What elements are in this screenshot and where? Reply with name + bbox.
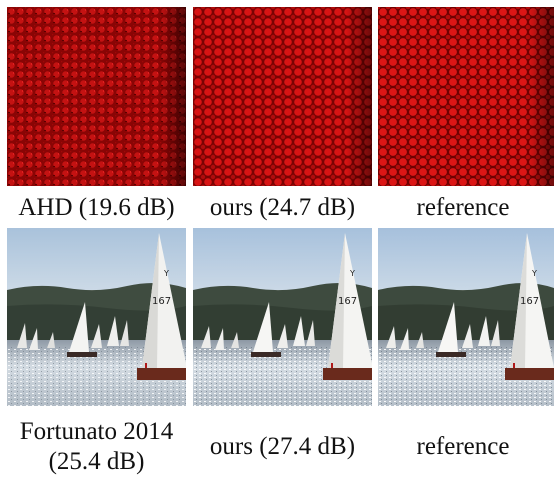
- sail-number: 167: [152, 296, 171, 307]
- caption-ours-row1: ours (24.7 dB): [209, 194, 356, 221]
- sailboat-image-reference: Y 167: [378, 228, 554, 406]
- caption-ours-row2: ours (27.4 dB): [209, 433, 356, 460]
- sail-letter-y: Y: [349, 269, 355, 278]
- caption-reference-row2: reference: [416, 433, 510, 460]
- caption-reference-row1: reference: [416, 194, 510, 221]
- sail-letter-y: Y: [163, 269, 169, 278]
- caption-ahd: AHD (19.6 dB): [18, 194, 175, 221]
- caption-fortunato: Fortunato 2014 (25.4 dB): [0, 417, 193, 477]
- sail-letter-y: Y: [531, 269, 537, 278]
- fabric-image-reference: [378, 7, 554, 186]
- sail-number: 167: [338, 296, 357, 307]
- sailboat-image-fortunato: Y 167: [7, 228, 186, 406]
- sail-number: 167: [520, 296, 539, 307]
- caption-fortunato-line2: (25.4 dB): [48, 448, 145, 475]
- fabric-image-ours: [193, 7, 372, 186]
- caption-fortunato-line1: Fortunato 2014: [19, 418, 174, 445]
- fabric-image-ahd: [7, 7, 186, 186]
- sailboat-image-ours: Y 167: [193, 228, 372, 406]
